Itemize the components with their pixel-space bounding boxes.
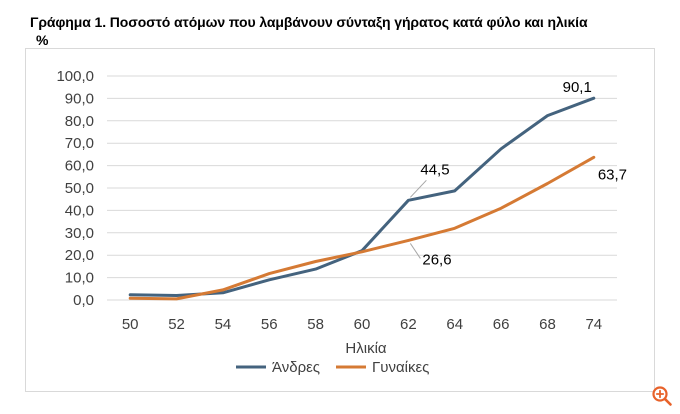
y-tick-label: 50,0 [65, 180, 94, 197]
data-label: 44,5 [420, 161, 449, 178]
zoom-icon-lens [652, 386, 668, 402]
x-tick-label: 50 [122, 316, 139, 333]
figure-title: Γράφημα 1. Ποσοστό ατόμων που λαμβάνουν … [30, 14, 588, 30]
x-tick-label: 54 [215, 316, 232, 333]
y-tick-label: 20,0 [65, 247, 94, 264]
x-tick-label: 56 [261, 316, 278, 333]
data-label: 90,1 [563, 79, 592, 96]
x-axis-title: Ηλικία [345, 340, 386, 357]
legend-label: Γυναίκες [372, 359, 429, 376]
x-tick-label: 68 [539, 316, 556, 333]
y-tick-label: 100,0 [56, 68, 94, 85]
y-tick-label: 40,0 [65, 202, 94, 219]
x-tick-label: 62 [400, 316, 417, 333]
series-line-women [128, 155, 596, 301]
unit-label: % [36, 32, 49, 48]
data-label: 63,7 [598, 166, 627, 183]
annotation-leader [409, 243, 421, 259]
y-tick-label: 80,0 [65, 113, 94, 130]
y-tick-label: 30,0 [65, 225, 94, 242]
chart-frame [25, 48, 655, 392]
y-tick-label: 70,0 [65, 135, 94, 152]
legend-label: Άνδρες [272, 359, 320, 376]
x-tick-label: 74 [585, 316, 602, 333]
x-tick-label: 60 [354, 316, 371, 333]
y-tick-label: 10,0 [65, 270, 94, 287]
zoom-icon-handle [663, 397, 672, 406]
zoom-in-icon[interactable] [651, 385, 673, 407]
x-tick-label: 52 [168, 316, 185, 333]
x-tick-label: 66 [493, 316, 510, 333]
x-tick-label: 64 [446, 316, 463, 333]
y-tick-label: 0,0 [73, 292, 94, 309]
y-tick-label: 60,0 [65, 158, 94, 175]
annotation-leader [409, 179, 427, 198]
y-tick-label: 90,0 [65, 90, 94, 107]
data-label: 26,6 [422, 251, 451, 268]
x-tick-label: 58 [307, 316, 324, 333]
